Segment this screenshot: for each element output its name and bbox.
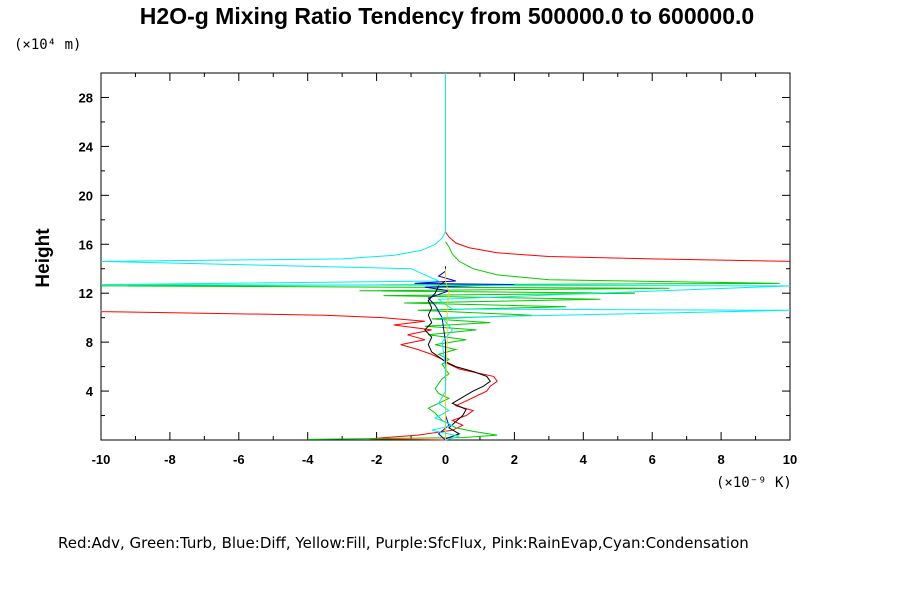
series-group	[100, 73, 791, 441]
series-line-4	[414, 266, 515, 441]
x-tick-label: -10	[92, 452, 111, 467]
series-line-7	[100, 73, 791, 441]
y-tick-label: 12	[79, 286, 93, 301]
y-tick-label: 24	[79, 139, 94, 154]
series-line-1	[100, 310, 498, 441]
x-tick-label: -2	[371, 452, 383, 467]
legend-text: Red:Adv, Green:Turb, Blue:Diff, Yellow:F…	[58, 534, 749, 552]
chart-title: H2O-g Mixing Ratio Tendency from 500000.…	[140, 3, 754, 29]
y-tick-label: 16	[79, 237, 93, 252]
x-tick-label: 8	[717, 452, 724, 467]
y-tick-label: 28	[79, 90, 93, 105]
x-tick-label: 0	[442, 452, 449, 467]
y-tick-label: 20	[79, 188, 93, 203]
x-tick-label: -4	[302, 452, 314, 467]
x-tick-label: 4	[580, 452, 588, 467]
x-tick-label: -8	[164, 452, 176, 467]
x-tick-label: -6	[233, 452, 245, 467]
x-tick-label: 2	[511, 452, 518, 467]
series-line-3	[100, 241, 780, 440]
y-axis-label: Height	[33, 228, 54, 288]
x-axis-unit-label: (×10⁻⁹ K)	[716, 475, 792, 491]
x-tick-label: 6	[649, 452, 656, 467]
series-line-2	[445, 231, 791, 262]
y-axis-unit-label: (×10⁴ m)	[14, 37, 81, 53]
y-tick-label: 8	[86, 335, 93, 350]
y-tick-labels: 4 8 12 16 20 24 28	[79, 90, 94, 399]
x-tick-label: 10	[783, 452, 797, 467]
y-tick-label: 4	[86, 384, 94, 399]
series-line-5	[424, 280, 491, 440]
x-tick-labels: -10 -8 -6 -4 -2 0 2 4 6 8 10	[92, 452, 798, 467]
series-line-6	[445, 268, 450, 440]
